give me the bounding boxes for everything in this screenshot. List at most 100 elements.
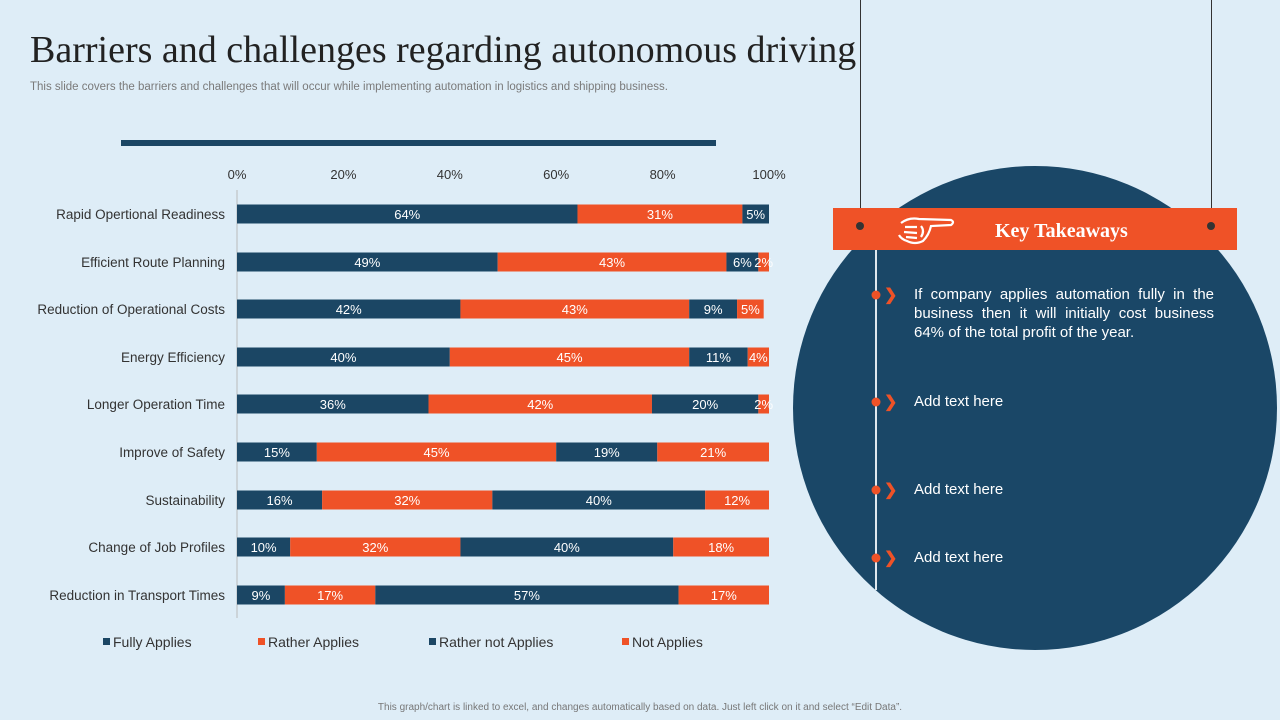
stacked-bar-chart: 0% 20% 40% 60% 80% 100% Rapid Opertional Readi… [37, 167, 786, 650]
bar-segment [673, 537, 769, 557]
bar-segment [726, 252, 759, 272]
bar-segment [290, 537, 461, 557]
data-label: 43% [562, 302, 588, 317]
banner-pin [856, 222, 864, 230]
bar-segment [689, 299, 738, 319]
data-label: 19% [594, 445, 620, 460]
data-label: 12% [724, 493, 750, 508]
x-tick-label: 60% [543, 167, 569, 182]
x-tick-label: 40% [437, 167, 463, 182]
data-label: 18% [708, 540, 734, 555]
legend-label: Rather Applies [268, 634, 359, 650]
bar-segment [657, 442, 769, 462]
bar-segment [651, 394, 759, 414]
bar-segment [237, 442, 317, 462]
data-label: 17% [711, 588, 737, 603]
bar-segment [237, 347, 450, 367]
bar-segment [577, 204, 743, 224]
data-label: 40% [330, 350, 356, 365]
bullet-dot [871, 553, 881, 563]
x-tick-label: 20% [330, 167, 356, 182]
legend-swatch [258, 638, 265, 645]
category-label: Efficient Route Planning [81, 255, 225, 270]
category-label: Improve of Safety [119, 445, 225, 460]
bar-segment [460, 537, 674, 557]
data-label: 32% [394, 493, 420, 508]
legend-label: Rather not Applies [439, 634, 553, 650]
data-label: 40% [586, 493, 612, 508]
data-label: 32% [362, 540, 388, 555]
data-label: 42% [527, 397, 553, 412]
category-label: Sustainability [145, 493, 225, 508]
category-label: Energy Efficiency [121, 350, 225, 365]
bar-segment [705, 490, 769, 510]
data-label: 9% [252, 588, 271, 603]
data-label: 40% [554, 540, 580, 555]
data-label: 10% [251, 540, 277, 555]
legend-swatch [622, 638, 629, 645]
data-label: 15% [264, 445, 290, 460]
data-label: 9% [704, 302, 723, 317]
takeaway-text: If company applies automation fully in t… [914, 286, 1214, 341]
data-label: 43% [599, 255, 625, 270]
data-label: 2% [754, 397, 773, 412]
bar-segment [237, 252, 498, 272]
chevron-right-icon: ❯ [884, 482, 898, 499]
data-label: 49% [354, 255, 380, 270]
bar-segment [316, 442, 557, 462]
data-label: 20% [692, 397, 718, 412]
hanging-line [860, 0, 861, 226]
legend-swatch [103, 638, 110, 645]
bar-segment [237, 394, 429, 414]
data-label: 6% [733, 255, 752, 270]
bar-segment [428, 394, 652, 414]
data-label: 21% [700, 445, 726, 460]
bar-segment [497, 252, 727, 272]
data-label: 64% [394, 207, 420, 222]
bar-segment [758, 252, 769, 272]
page-title: Barriers and challenges regarding autono… [30, 29, 857, 71]
category-label: Rapid Opertional Readiness [56, 207, 225, 222]
bar-segment [678, 585, 769, 605]
data-label: 42% [336, 302, 362, 317]
bar-segment [747, 347, 769, 367]
bullet-dot [871, 397, 881, 407]
takeaway-text: Add text here [914, 393, 1004, 410]
decorative-bar [121, 140, 716, 146]
hanging-line [1211, 0, 1212, 226]
bar-segment [758, 394, 769, 414]
bar-segment [322, 490, 493, 510]
legend-label: Not Applies [632, 634, 703, 650]
data-label: 45% [423, 445, 449, 460]
takeaways-title: Key Takeaways [995, 220, 1128, 242]
takeaway-text: Add text here [914, 481, 1004, 498]
bar-segment [689, 347, 748, 367]
bar-segment [237, 204, 578, 224]
data-label: 45% [556, 350, 582, 365]
data-label: 17% [317, 588, 343, 603]
x-tick-label: 0% [228, 167, 247, 182]
timeline-line [875, 250, 877, 590]
bar-segment [237, 585, 285, 605]
data-label: 16% [267, 493, 293, 508]
bar-segment [492, 490, 706, 510]
x-tick-label: 80% [650, 167, 676, 182]
bar-segment [375, 585, 679, 605]
bar-segment [237, 537, 291, 557]
page-subtitle: This slide covers the barriers and chall… [30, 81, 668, 93]
category-label: Longer Operation Time [87, 397, 225, 412]
bar-segment [460, 299, 690, 319]
bar-segment [737, 299, 764, 319]
bullet-dot [871, 290, 881, 300]
banner-pin [1207, 222, 1215, 230]
pointing-hand-icon [898, 217, 955, 245]
category-label: Reduction in Transport Times [49, 588, 225, 603]
data-label: 11% [706, 350, 731, 365]
category-label: Change of Job Profiles [88, 540, 225, 555]
data-label: 4% [749, 350, 768, 365]
bar-segment [556, 442, 658, 462]
bullet-dot [871, 485, 881, 495]
bar-segment [284, 585, 376, 605]
footer-note: This graph/chart is linked to excel, and… [377, 702, 903, 713]
legend-label: Fully Applies [113, 634, 192, 650]
